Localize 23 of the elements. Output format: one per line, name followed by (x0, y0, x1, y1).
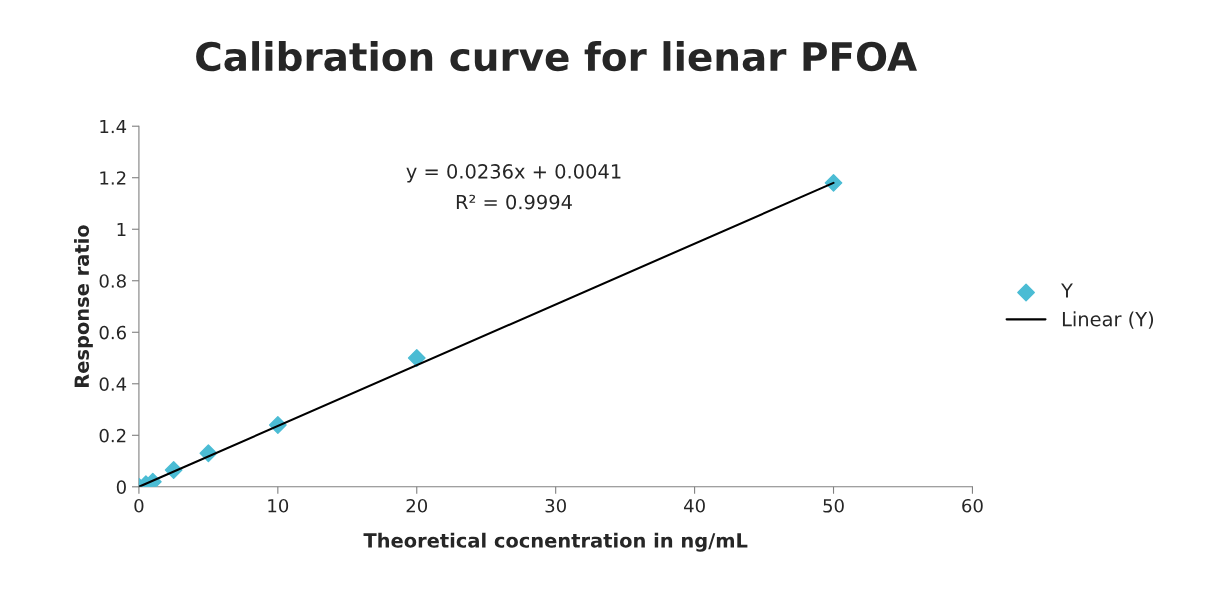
x-axis-title: Theoretical cocnentration in ng/mL (363, 532, 748, 552)
y-tick-label: 0 (116, 480, 126, 494)
annotation: y = 0.0236x + 0.0041 (406, 164, 621, 183)
x-tick-label: 10 (268, 498, 289, 513)
x-tick-label: 30 (545, 498, 566, 513)
legend-label: Linear (Y) (1062, 311, 1154, 329)
annotation: R² = 0.9994 (456, 194, 572, 210)
y-tick-label: 1.2 (100, 171, 126, 185)
y-tick-label: 0.2 (99, 428, 126, 443)
y-tick-label: 1 (117, 222, 126, 237)
x-tick-label: 20 (406, 498, 428, 513)
y-tick-label: 0.8 (99, 274, 126, 288)
y-tick-label: 0.6 (99, 325, 126, 340)
point (407, 349, 426, 367)
y-tick-label: 1.4 (100, 119, 127, 134)
y-axis-title: Response ratio (74, 225, 93, 387)
y-tick-label: 0.4 (99, 377, 127, 391)
x-tick-label: 40 (684, 498, 705, 513)
chart-title: Calibration curve for lienar PFOA (196, 41, 917, 72)
legend-label: Y (1061, 283, 1073, 298)
x-tick-label: 0 (134, 498, 144, 513)
x-tick-label: 60 (962, 498, 983, 513)
x-tick-label: 50 (823, 498, 844, 513)
